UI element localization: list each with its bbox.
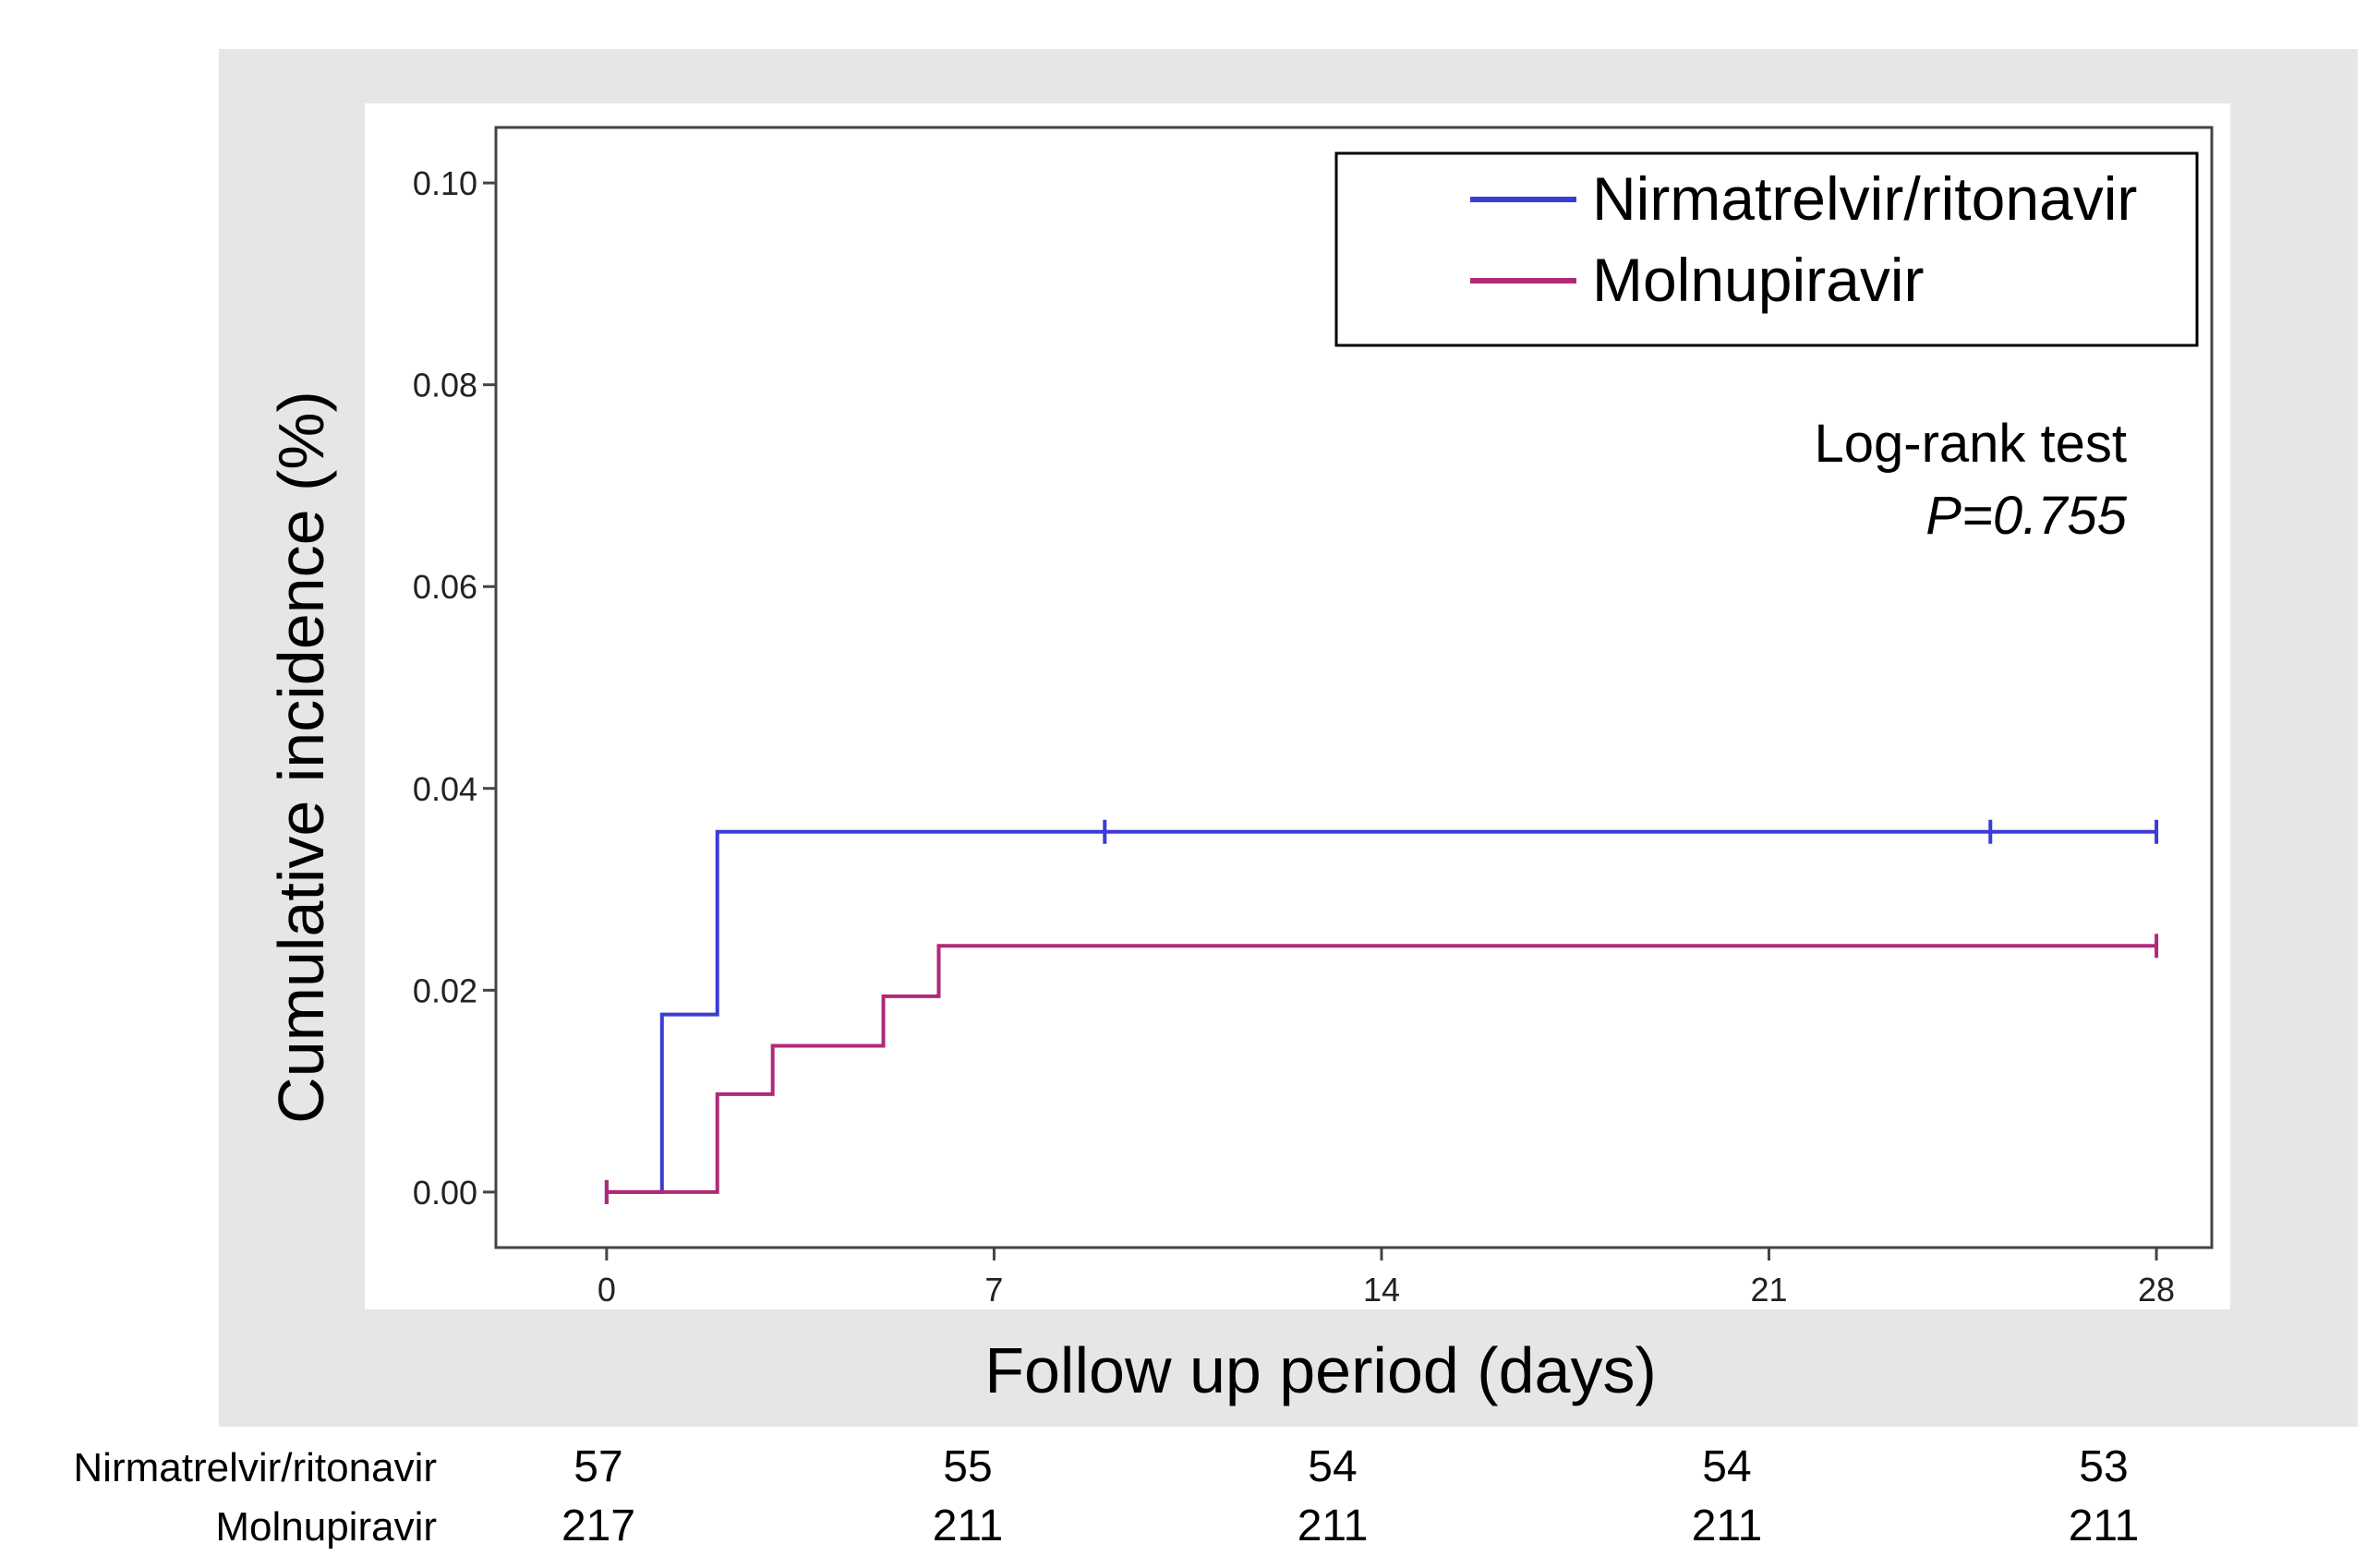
risk-count: 54 — [1702, 1442, 1751, 1491]
y-axis: 0.00 0.02 0.04 0.06 0.08 0.10 — [413, 164, 496, 1212]
series-line-molnupiravir — [606, 944, 2157, 1194]
risk-count: 53 — [2079, 1442, 2128, 1491]
x-tick-label: 28 — [2138, 1271, 2175, 1309]
risk-count: 211 — [933, 1502, 1004, 1550]
log-rank-label: Log-rank test — [1814, 414, 2127, 474]
x-tick-label: 21 — [1750, 1271, 1787, 1309]
x-tick-label: 14 — [1363, 1271, 1400, 1309]
x-tick-label: 7 — [984, 1271, 1003, 1309]
risk-row-label-nirmatrelvir: Nirmatrelvir/ritonavir — [73, 1445, 437, 1490]
series-layer — [604, 819, 2159, 1204]
plot-frame — [494, 126, 2214, 1249]
y-tick-label: 0.02 — [413, 971, 477, 1009]
y-tick-label: 0.04 — [413, 770, 477, 808]
y-tick-label: 0.00 — [413, 1174, 477, 1212]
risk-count: 217 — [561, 1502, 635, 1550]
y-tick-label: 0.06 — [413, 568, 477, 606]
legend-box — [1334, 151, 2199, 347]
risk-row-label-molnupiravir: Molnupiravir — [215, 1504, 437, 1550]
legend-label-molnupiravir: Molnupiravir — [1592, 246, 1924, 314]
legend: Nirmatrelvir/ritonavir Molnupiravir — [1334, 151, 2199, 347]
x-axis: 0 7 14 21 28 — [598, 1248, 2175, 1309]
x-tick-label: 0 — [598, 1271, 616, 1309]
risk-count: 54 — [1308, 1442, 1357, 1491]
y-tick-label: 0.10 — [413, 164, 477, 202]
y-tick-label: 0.08 — [413, 367, 477, 404]
y-axis-title: Cumulative incidence (%) — [265, 391, 337, 1124]
risk-count: 55 — [943, 1442, 992, 1491]
p-value: P=0.755 — [1925, 486, 2127, 546]
x-axis-title: Follow up period (days) — [984, 1334, 1657, 1406]
risk-count: 211 — [1298, 1502, 1369, 1550]
risk-table: Nirmatrelvir/ritonavir Molnupiravir 57 5… — [73, 1442, 2139, 1550]
legend-label-nirmatrelvir: Nirmatrelvir/ritonavir — [1592, 164, 2137, 233]
risk-count: 211 — [2069, 1502, 2140, 1550]
risk-count: 211 — [1692, 1502, 1763, 1550]
risk-count: 57 — [573, 1442, 622, 1491]
